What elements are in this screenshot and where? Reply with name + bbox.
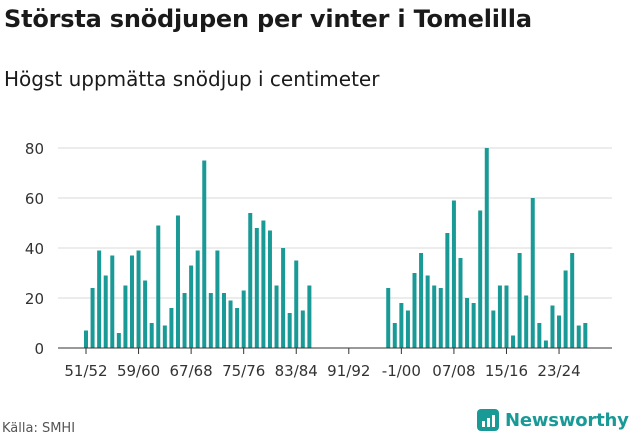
x-tick-label: 15/16 [485, 362, 528, 380]
bar-80/81 [274, 285, 279, 348]
bar-08/09 [458, 258, 463, 348]
bar-undefined [583, 323, 588, 348]
bar-22/23 [550, 305, 555, 348]
bar-68/69 [195, 250, 200, 348]
bar-21/22 [543, 340, 548, 348]
bar-63/64 [162, 325, 167, 348]
bar-15/16 [504, 285, 509, 348]
x-tick-label: 23/24 [537, 362, 580, 380]
bar-97/98 [386, 288, 391, 348]
bar-02/03 [419, 253, 424, 348]
bar-chart: 0 20 40 60 80 51/52 59/60 67/68 75/76 83/84 91/92… [25, 140, 612, 380]
brand: Newsworthy [477, 409, 629, 431]
y-tick-label: 20 [25, 290, 44, 308]
source-note: Källa: SMHI [2, 421, 76, 436]
chart-subtitle: Högst uppmätta snödjup i centimeter [4, 67, 380, 91]
bars [84, 148, 588, 348]
y-tick-label: 60 [25, 190, 44, 208]
bar-04/05 [432, 285, 437, 348]
bar-17/18 [517, 253, 522, 348]
bar-13/14 [491, 310, 496, 348]
bar-55/56 [110, 255, 115, 348]
bar-23/24 [557, 315, 562, 348]
brand-name: Newsworthy [505, 409, 629, 431]
bar-06/07 [445, 233, 450, 348]
bar-undefined [576, 325, 581, 348]
bar-67/68 [189, 265, 194, 348]
bar-11/12 [478, 210, 483, 348]
y-tick-label: 80 [25, 140, 44, 158]
x-tick-label: 83/84 [275, 362, 318, 380]
bar-51/52 [84, 330, 88, 348]
bar-59/60 [136, 250, 141, 348]
bar-05/06 [438, 288, 443, 348]
bar-79/80 [267, 230, 272, 348]
bar-54/55 [103, 275, 108, 348]
bar-19/20 [530, 198, 535, 348]
bar-98/99 [392, 323, 397, 348]
bar-69/70 [202, 160, 207, 348]
bar-77/78 [254, 228, 259, 348]
bar-16/17 [511, 335, 516, 348]
bar-57/58 [123, 285, 128, 348]
y-tick-label: 40 [25, 240, 44, 258]
bar-81/82 [281, 248, 286, 348]
bar-07/08 [451, 200, 456, 348]
x-tick-label: 51/52 [64, 362, 107, 380]
bar-52/53 [90, 288, 95, 348]
x-tick-label: 67/68 [170, 362, 213, 380]
newsworthy-logo-icon [477, 409, 499, 431]
bar-00/01 [405, 310, 410, 348]
y-tick-label: 0 [34, 340, 44, 358]
bar-76/77 [248, 213, 253, 348]
bar-53/54 [97, 250, 102, 348]
y-axis-ticks: 0 20 40 60 80 [25, 140, 44, 358]
x-tick-label: 91/92 [327, 362, 370, 380]
bar-66/67 [182, 293, 187, 348]
bar-75/76 [241, 290, 246, 348]
bar-09/10 [465, 298, 470, 348]
bar-20/21 [537, 323, 542, 348]
bar-73/74 [228, 300, 233, 348]
bar-60/61 [143, 280, 148, 348]
bar-83/84 [294, 260, 299, 348]
bar-12/13 [484, 148, 489, 348]
grid-lines [58, 147, 612, 299]
x-tick-label: 59/60 [117, 362, 160, 380]
bar-14/15 [497, 285, 502, 348]
bar-58/59 [129, 255, 134, 348]
bar-85/86 [307, 285, 312, 348]
bar-78/79 [261, 220, 266, 348]
bar-71/72 [215, 250, 220, 348]
bar-56/57 [116, 333, 121, 348]
bar-18/19 [524, 295, 529, 348]
x-tick-label: 75/76 [222, 362, 265, 380]
bar-65/66 [175, 215, 180, 348]
x-tick-label: -1/00 [382, 362, 421, 380]
bar-99/00 [399, 303, 404, 348]
bar-64/65 [169, 308, 174, 348]
bar-74/75 [235, 308, 240, 348]
bar-01/02 [412, 273, 417, 348]
bar-61/62 [149, 323, 154, 348]
bar-10/11 [471, 303, 476, 348]
bar-72/73 [221, 293, 226, 348]
x-axis-ticks: 51/52 59/60 67/68 75/76 83/84 91/92 -1/00 07/08… [64, 348, 581, 380]
x-tick-label: 07/08 [432, 362, 475, 380]
bar-70/71 [208, 293, 213, 348]
bar-62/63 [156, 225, 161, 348]
bar-03/04 [425, 275, 430, 348]
bar-82/83 [287, 313, 292, 348]
bar-84/85 [300, 310, 305, 348]
bar-24/25 [563, 270, 568, 348]
chart-title: Största snödjupen per vinter i Tomelilla [4, 5, 532, 33]
bar-undefined [570, 253, 575, 348]
